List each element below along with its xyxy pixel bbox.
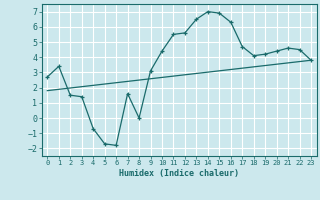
X-axis label: Humidex (Indice chaleur): Humidex (Indice chaleur) — [119, 169, 239, 178]
